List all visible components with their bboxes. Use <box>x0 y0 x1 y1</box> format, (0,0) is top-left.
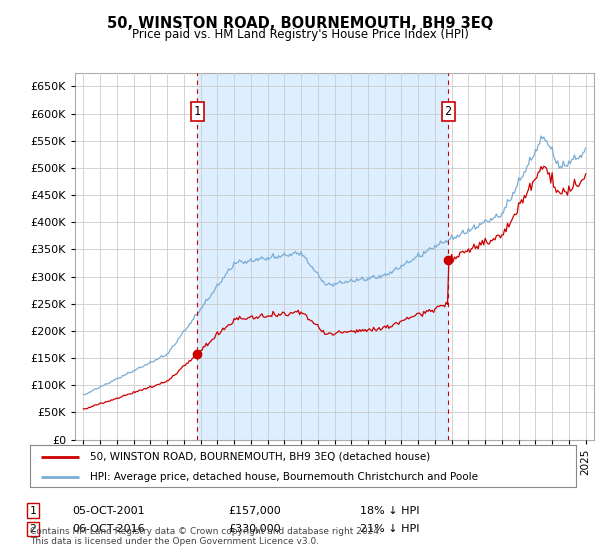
Text: 05-OCT-2001: 05-OCT-2001 <box>72 506 145 516</box>
Text: Contains HM Land Registry data © Crown copyright and database right 2024.
This d: Contains HM Land Registry data © Crown c… <box>30 526 382 546</box>
Text: 06-OCT-2016: 06-OCT-2016 <box>72 524 145 534</box>
Text: 2: 2 <box>29 524 37 534</box>
Text: £330,000: £330,000 <box>228 524 281 534</box>
Text: 21% ↓ HPI: 21% ↓ HPI <box>360 524 419 534</box>
Text: 50, WINSTON ROAD, BOURNEMOUTH, BH9 3EQ (detached house): 50, WINSTON ROAD, BOURNEMOUTH, BH9 3EQ (… <box>90 452 430 462</box>
Text: 1: 1 <box>193 105 200 118</box>
Text: 2: 2 <box>445 105 452 118</box>
Bar <box>197 73 448 440</box>
Text: 18% ↓ HPI: 18% ↓ HPI <box>360 506 419 516</box>
Text: 50, WINSTON ROAD, BOURNEMOUTH, BH9 3EQ: 50, WINSTON ROAD, BOURNEMOUTH, BH9 3EQ <box>107 16 493 31</box>
Text: Price paid vs. HM Land Registry's House Price Index (HPI): Price paid vs. HM Land Registry's House … <box>131 28 469 41</box>
Text: £157,000: £157,000 <box>228 506 281 516</box>
Text: 1: 1 <box>29 506 37 516</box>
Text: HPI: Average price, detached house, Bournemouth Christchurch and Poole: HPI: Average price, detached house, Bour… <box>90 472 478 482</box>
